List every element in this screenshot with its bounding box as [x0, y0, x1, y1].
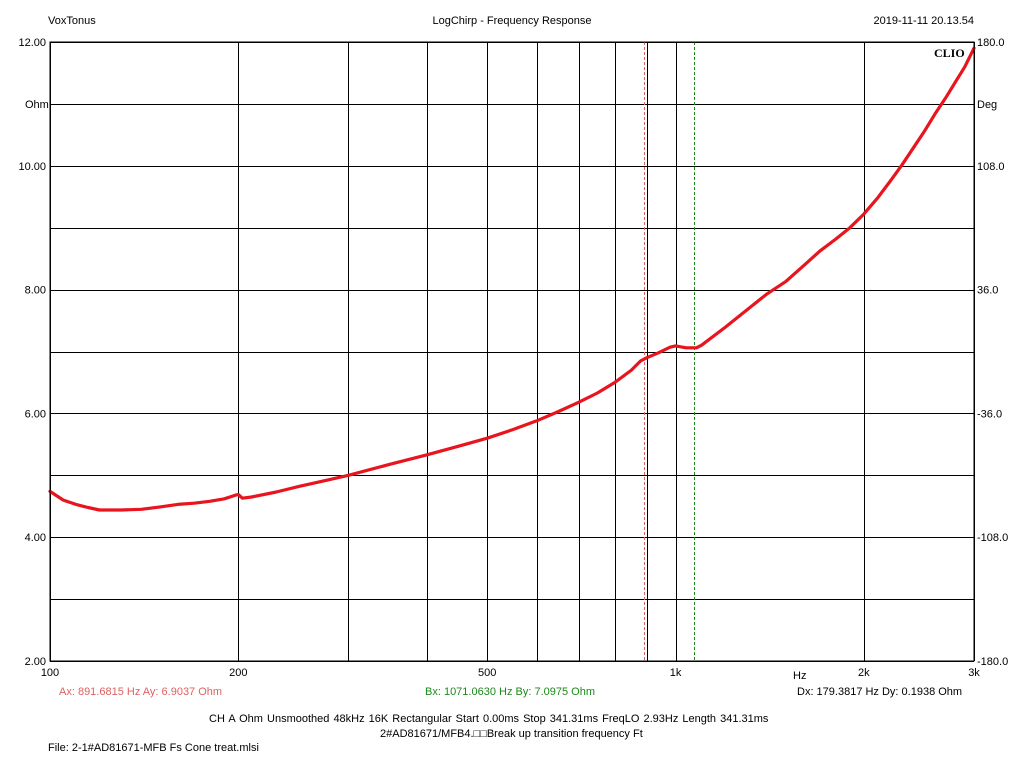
x-tick-label: 100 — [41, 667, 59, 679]
x-tick-label: 500 — [478, 667, 496, 679]
y2-tick-label: -180.0 — [977, 656, 1008, 668]
file-line: File: 2-1#AD81671-MFB Fs Cone treat.mlsi — [48, 742, 259, 754]
y2-tick-label: -108.0 — [977, 532, 1008, 544]
cursor-markers[interactable] — [644, 42, 695, 661]
settings-line: CH A Ohm Unsmoothed 48kHz 16K Rectangula… — [209, 713, 769, 725]
y-tick-label: 10.00 — [18, 161, 46, 173]
tick-labels: 12.00 10.00 8.00 6.00 4.00 2.00 180.0 108.0 36.0… — [18, 37, 1008, 679]
datetime-stamp: 2019-11-11 20.13.54 — [873, 15, 974, 27]
y-tick-label: 12.00 — [18, 37, 46, 49]
delta-readout: Dx: 179.3817 Hz Dy: 0.1938 Ohm — [797, 686, 963, 698]
y2-tick-label: 180.0 — [977, 37, 1005, 49]
app-name: VoxTonus — [48, 15, 96, 27]
marker-a-readout: Ax: 891.6815 Hz Ay: 6.9037 Ohm — [59, 686, 223, 698]
x-tick-label: 1k — [670, 667, 682, 679]
marker-b-readout: Bx: 1071.0630 Hz By: 7.0975 Ohm — [425, 686, 595, 698]
impedance-curve — [48, 46, 976, 512]
chart-title: LogChirp - Frequency Response — [432, 15, 592, 27]
y-tick-label: 8.00 — [25, 285, 46, 297]
y2-axis-unit-label: Deg — [977, 99, 998, 111]
x-tick-label: 2k — [858, 667, 870, 679]
description-line: 2#AD81671/MFB4.□□Break up transition fre… — [380, 728, 643, 740]
y2-tick-label: -36.0 — [977, 408, 1002, 420]
plot-frame — [49, 41, 975, 662]
x-axis-unit-label: Hz — [793, 670, 807, 682]
x-tick-label: 3k — [968, 667, 980, 679]
series-layer — [48, 46, 976, 512]
x-tick-label: 200 — [229, 667, 247, 679]
brand-logo: CLIO — [934, 46, 965, 60]
y2-tick-label: 36.0 — [977, 285, 998, 297]
chart-grid — [50, 42, 975, 662]
y-tick-label: 6.00 — [25, 408, 46, 420]
y-axis-unit-label: Ohm — [25, 99, 49, 111]
y-tick-label: 2.00 — [25, 656, 46, 668]
y2-tick-label: 108.0 — [977, 161, 1005, 173]
y-tick-label: 4.00 — [25, 532, 46, 544]
